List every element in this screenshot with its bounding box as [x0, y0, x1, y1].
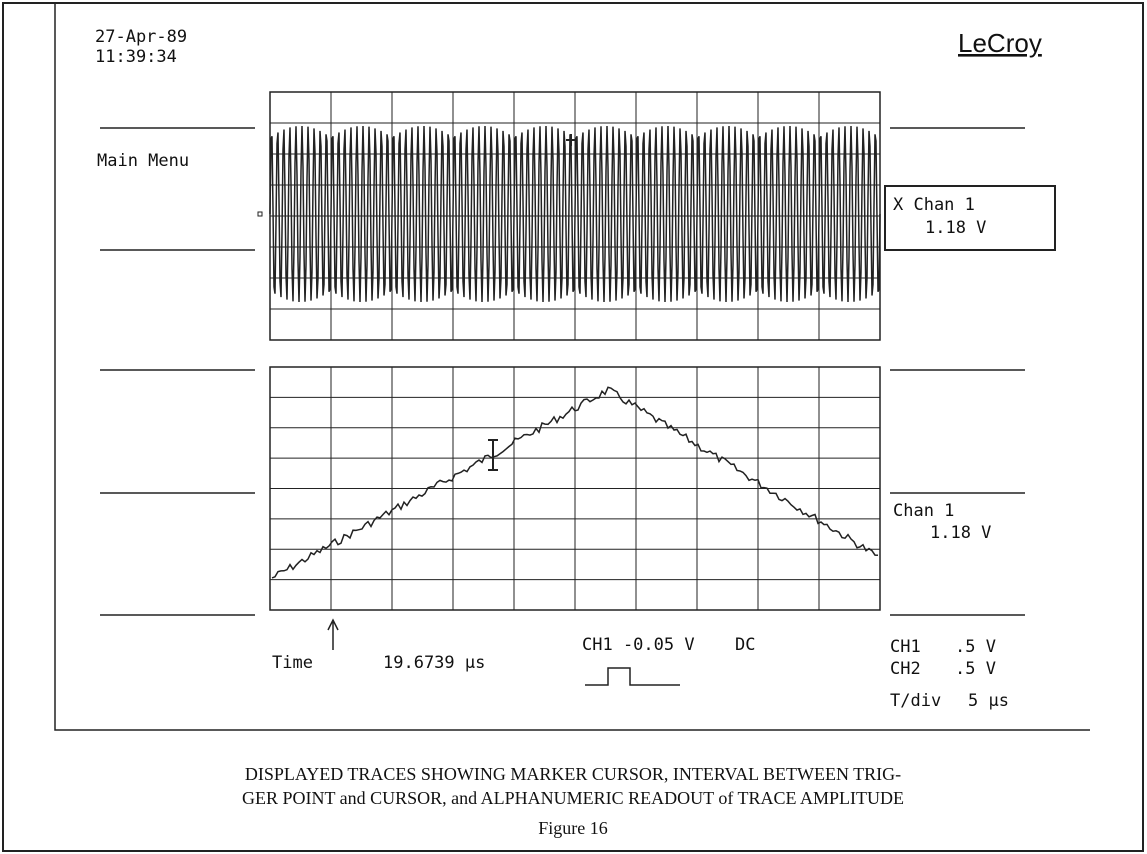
- trigger-level: CH1 -0.05 V: [582, 635, 695, 655]
- timebase-label: T/div: [890, 691, 941, 711]
- date: 27-Apr-89: [95, 27, 187, 47]
- scale-value: .5 V: [955, 637, 996, 657]
- trigger-coupling: DC: [735, 635, 755, 655]
- scale-channel: CH1: [890, 637, 921, 657]
- trigger-arrow: [327, 618, 339, 650]
- brand: LeCroy: [958, 28, 1042, 58]
- caption: DISPLAYED TRACES SHOWING MARKER CURSOR, …: [245, 764, 901, 784]
- menu-label: Main Menu: [97, 151, 189, 171]
- lower-readout-label: Chan 1: [893, 501, 954, 521]
- scale-channel: CH2: [890, 659, 921, 679]
- lower-trace: [271, 386, 879, 579]
- lower-readout-value: 1.18 V: [930, 523, 991, 543]
- upper-readout-value: 1.18 V: [925, 218, 986, 238]
- screen-border: [54, 3, 1090, 731]
- left-marker: [257, 211, 263, 217]
- timebase-value: 5 µs: [968, 691, 1009, 711]
- marker-cursor: [488, 439, 498, 471]
- cursor-value: 19.6739 µs: [383, 653, 485, 673]
- time: 11:39:34: [95, 47, 177, 67]
- trigger-icon: [585, 667, 680, 686]
- scale-value: .5 V: [955, 659, 996, 679]
- caption: GER POINT and CURSOR, and ALPHANUMERIC R…: [242, 788, 904, 808]
- cursor-label: Time: [272, 653, 313, 673]
- figure-number: Figure 16: [538, 818, 608, 838]
- upper-readout-label: X Chan 1: [893, 195, 975, 215]
- upper-trace: [269, 125, 881, 303]
